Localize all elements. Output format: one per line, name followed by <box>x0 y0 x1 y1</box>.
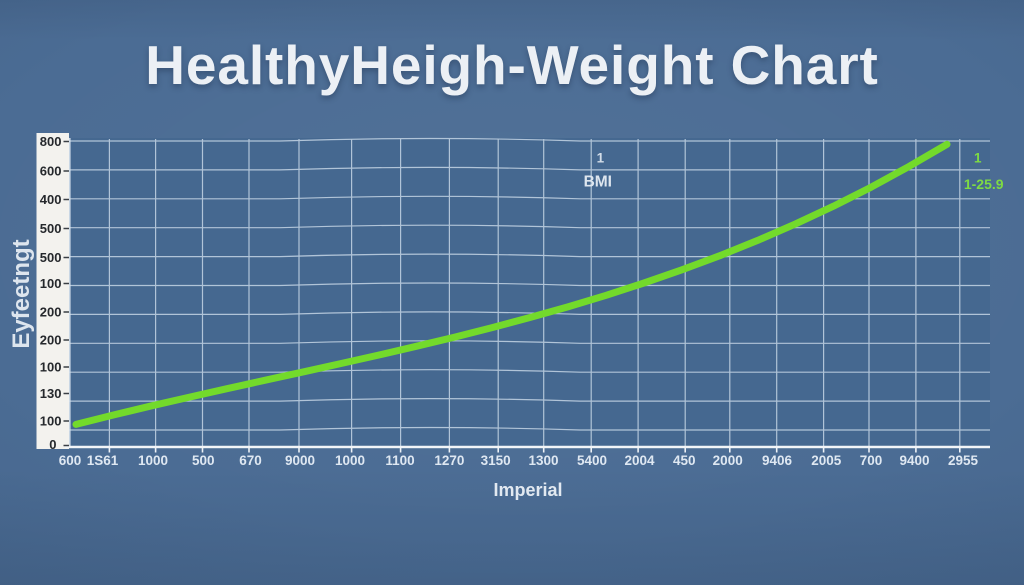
svg-text:9400: 9400 <box>899 453 929 468</box>
svg-text:450: 450 <box>673 453 696 468</box>
svg-text:1000: 1000 <box>335 453 365 468</box>
svg-text:100: 100 <box>40 360 62 375</box>
svg-text:5400: 5400 <box>577 453 607 468</box>
svg-text:1100: 1100 <box>385 453 414 468</box>
svg-text:600: 600 <box>40 164 62 179</box>
svg-text:9406: 9406 <box>762 453 793 468</box>
svg-text:2005: 2005 <box>811 453 842 468</box>
svg-text:1300: 1300 <box>528 453 558 468</box>
svg-text:500: 500 <box>40 221 62 236</box>
svg-text:1-25.9: 1-25.9 <box>964 176 1004 192</box>
svg-text:2955: 2955 <box>948 453 979 468</box>
svg-text:1: 1 <box>597 151 605 166</box>
svg-text:670: 670 <box>239 453 262 468</box>
svg-text:500: 500 <box>192 453 215 468</box>
svg-text:1000: 1000 <box>138 453 168 468</box>
svg-text:1270: 1270 <box>434 453 464 468</box>
svg-text:0: 0 <box>49 437 56 452</box>
svg-text:200: 200 <box>40 305 62 320</box>
svg-text:Eyfeetngt: Eyfeetngt <box>8 239 35 348</box>
svg-text:800: 800 <box>40 134 62 149</box>
svg-text:1S61: 1S61 <box>87 453 119 468</box>
svg-text:200: 200 <box>40 333 62 348</box>
svg-text:100: 100 <box>40 276 62 291</box>
svg-text:400: 400 <box>40 192 62 207</box>
svg-text:2004: 2004 <box>624 453 655 468</box>
svg-text:Imperial: Imperial <box>493 480 562 500</box>
svg-text:1: 1 <box>974 150 982 165</box>
svg-text:500: 500 <box>40 250 62 265</box>
svg-text:700: 700 <box>860 453 883 468</box>
svg-text:2000: 2000 <box>713 453 743 468</box>
svg-text:100: 100 <box>40 414 62 429</box>
svg-text:9000: 9000 <box>285 453 315 468</box>
svg-text:600: 600 <box>59 453 82 468</box>
svg-text:130: 130 <box>40 386 62 401</box>
svg-text:BMI: BMI <box>584 174 612 191</box>
svg-text:3150: 3150 <box>481 453 511 468</box>
